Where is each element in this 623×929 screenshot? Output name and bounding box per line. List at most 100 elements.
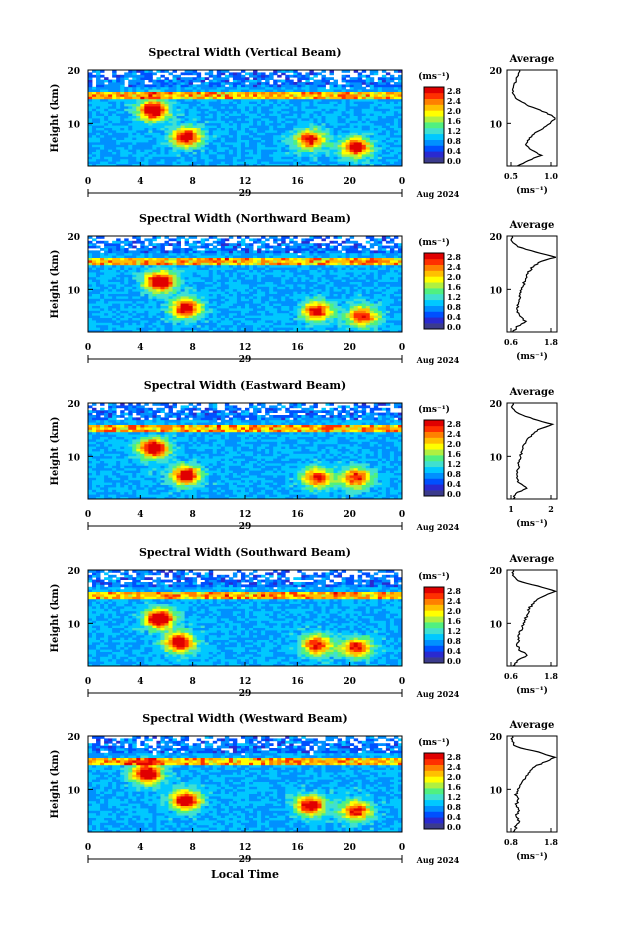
heatmap-cell (313, 139, 318, 143)
heatmap-cell (397, 130, 403, 133)
heatmap-cell (144, 312, 149, 316)
heatmap-cell (361, 103, 367, 107)
heatmap-cell (188, 264, 194, 268)
heatmap-cell (309, 110, 314, 114)
heatmap-cell (285, 296, 290, 299)
heatmap-cell (140, 163, 145, 167)
heatmap-cell (188, 262, 194, 266)
heatmap-cell (96, 296, 101, 299)
heatmap-cell (196, 134, 202, 138)
heatmap-cell (301, 158, 306, 162)
heatmap-cell (245, 106, 250, 109)
heatmap-cell (144, 70, 149, 73)
heatmap-cell (160, 91, 165, 95)
heatmap-cell (297, 101, 302, 104)
heatmap-cell (220, 293, 226, 297)
heatmap-cell (285, 161, 290, 164)
heatmap-cell (176, 74, 181, 78)
heatmap-cell (172, 269, 177, 273)
heatmap-cell (285, 74, 290, 78)
heatmap-cell (240, 139, 246, 143)
heatmap-cell (345, 82, 351, 85)
heatmap-cell (144, 110, 149, 114)
heatmap-cell (200, 106, 206, 109)
heatmap-cell (305, 154, 310, 157)
heatmap-cell (192, 257, 198, 261)
heatmap-cell (188, 146, 194, 150)
heatmap-cell (132, 269, 137, 273)
heatmap-cell (289, 327, 294, 330)
heatmap-cell (208, 120, 214, 124)
heatmap-cell (104, 267, 109, 270)
heatmap-cell (204, 77, 210, 80)
heatmap-cell (249, 149, 254, 152)
heatmap-cell (313, 151, 318, 155)
heatmap-cell (265, 151, 270, 155)
heatmap-cell (128, 101, 133, 104)
heatmap-cell (265, 86, 270, 90)
heatmap-cell (156, 106, 161, 109)
heatmap-cell (236, 127, 242, 131)
heatmap-cell (289, 312, 294, 316)
heatmap-cell (176, 243, 181, 246)
heatmap-cell (216, 308, 222, 311)
heatmap-cell (120, 82, 125, 85)
heatmap-cell (120, 101, 125, 104)
heatmap-cell (108, 279, 113, 282)
heatmap-cell (325, 156, 330, 160)
heatmap-cell (144, 149, 149, 152)
heatmap-cell (192, 315, 198, 318)
heatmap-cell (196, 255, 202, 258)
heatmap-cell (240, 264, 246, 268)
heatmap-cell (232, 137, 238, 140)
heatmap-cell (329, 149, 334, 152)
heatmap-cell (204, 293, 210, 297)
heatmap-cell (293, 103, 298, 107)
heatmap-cell (329, 134, 334, 138)
heatmap-cell (220, 151, 226, 155)
heatmap-cell (245, 320, 250, 323)
heatmap-cell (216, 260, 222, 263)
heatmap-cell (353, 89, 359, 92)
heatmap-cell (329, 151, 334, 155)
heatmap-cell (277, 305, 282, 309)
heatmap-cell (281, 238, 286, 242)
heatmap-cell (196, 125, 202, 128)
heatmap-cell (232, 243, 238, 246)
heatmap-cell (108, 243, 113, 246)
heatmap-cell (216, 324, 222, 328)
heatmap-cell (373, 132, 379, 136)
heatmap-cell (269, 303, 274, 306)
heatmap-cell (281, 329, 286, 333)
colorbar-tick-label: 2.8 (447, 86, 461, 96)
heatmap-cell (325, 130, 330, 133)
heatmap-cell (281, 158, 286, 162)
heatmap-cell (365, 118, 371, 121)
heatmap-cell (301, 142, 306, 145)
heatmap-cell (148, 308, 153, 311)
heatmap-cell (220, 101, 226, 104)
heatmap-cell (164, 317, 169, 321)
heatmap-cell (152, 250, 157, 254)
heatmap-cell (253, 315, 258, 318)
heatmap-cell (281, 269, 286, 273)
heatmap-cell (108, 98, 113, 102)
heatmap-cell (245, 327, 250, 330)
heatmap-cell (116, 130, 121, 133)
heatmap-cell (265, 89, 270, 92)
heatmap-cell (329, 161, 334, 164)
heatmap-cell (224, 146, 230, 150)
heatmap-cell (132, 281, 137, 285)
heatmap-cell (257, 296, 262, 299)
heatmap-cell (96, 284, 101, 287)
heatmap-cell (144, 320, 149, 323)
heatmap-cell (281, 134, 286, 138)
heatmap-cell (281, 72, 286, 76)
heatmap-cell (289, 296, 294, 299)
heatmap-cell (212, 300, 218, 304)
heatmap-cell (152, 139, 157, 143)
heatmap-cell (305, 98, 310, 102)
heatmap-cell (224, 320, 230, 323)
heatmap (88, 70, 403, 167)
heatmap-cell (172, 70, 177, 73)
